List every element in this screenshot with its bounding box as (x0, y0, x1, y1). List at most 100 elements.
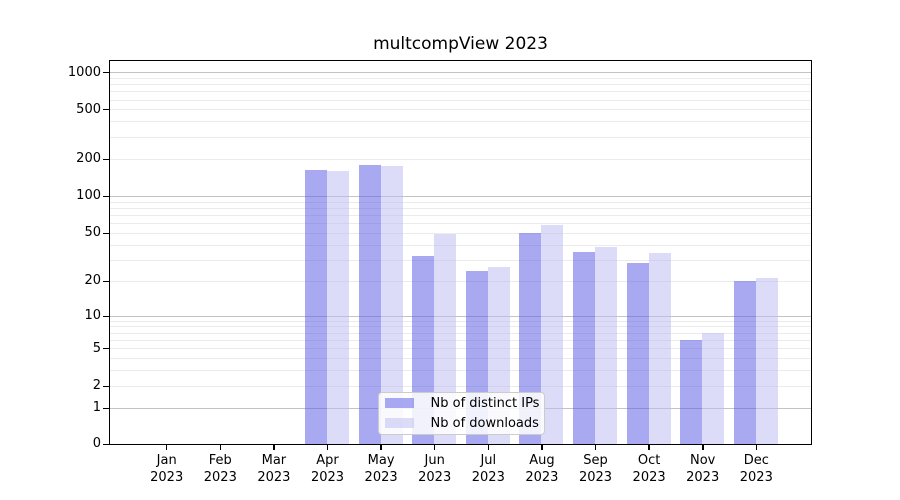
gridline-90 (109, 201, 811, 203)
y-tick-0 (103, 443, 110, 445)
y-tick-10 (103, 315, 110, 317)
x-label-year: 2023 (364, 470, 398, 485)
x-tick-feb (219, 444, 221, 450)
legend-label-downloads: Nb of downloads (430, 415, 539, 431)
x-tick-label-oct: Oct 2023 (617, 452, 681, 486)
x-label-month: Oct (637, 453, 661, 468)
chart-title: multcompView 2023 (373, 34, 548, 54)
bar-ips-sep (573, 251, 595, 444)
bar-ips-nov (680, 339, 703, 444)
x-tick-nov (702, 444, 704, 450)
x-label-year: 2023 (525, 470, 559, 485)
x-label-month: Jul (480, 453, 497, 468)
x-label-month: Apr (316, 453, 339, 468)
x-tick-label-dec: Dec 2023 (724, 452, 788, 486)
x-label-month: Jun (424, 453, 445, 468)
y-tick-label-0: 0 (92, 436, 101, 451)
y-tick-label-500: 500 (76, 101, 101, 117)
gridline-40 (109, 244, 811, 246)
y-tick-5 (103, 348, 110, 350)
x-label-year: 2023 (310, 470, 345, 485)
gridline-9 (109, 320, 811, 322)
x-tick-label-jan: Jan 2023 (135, 452, 199, 486)
gridline-500 (109, 109, 811, 111)
x-tick-label-may: May 2023 (349, 452, 413, 486)
gridline-3 (109, 370, 811, 372)
y-tick-label-10: 10 (84, 308, 101, 323)
x-tick-label-jul: Jul 2023 (456, 452, 520, 486)
gridline-5 (109, 348, 811, 350)
y-tick-20 (103, 280, 110, 282)
y-tick-label-50: 50 (84, 225, 101, 241)
x-label-year: 2023 (150, 470, 184, 485)
x-label-year: 2023 (203, 470, 237, 485)
legend-swatch-downloads-icon (384, 418, 414, 428)
plot-area: Nb of distinct IPs Nb of downloads (108, 59, 812, 445)
y-tick-label-100: 100 (76, 188, 101, 204)
gridline-4 (109, 358, 811, 359)
legend: Nb of distinct IPs Nb of downloads (377, 391, 545, 435)
y-tick-50 (103, 232, 110, 234)
x-label-month: Mar (261, 453, 287, 468)
gridline-60 (109, 223, 811, 225)
legend-item-distinct-ips: Nb of distinct IPs (384, 395, 540, 412)
y-tick-500 (103, 109, 110, 111)
bar-downloads-aug (541, 224, 564, 444)
x-tick-apr (326, 444, 329, 450)
x-tick-label-feb: Feb 2023 (188, 452, 252, 486)
x-tick-label-apr: Apr 2023 (296, 452, 360, 486)
gridline-300 (109, 136, 811, 138)
x-label-year: 2023 (257, 470, 291, 485)
x-tick-mar (273, 444, 275, 450)
bar-ips-apr (305, 170, 327, 444)
x-label-month: May (367, 453, 395, 468)
y-tick-label-200: 200 (76, 151, 101, 167)
x-tick-label-mar: Mar 2023 (242, 452, 306, 486)
x-tick-jun (433, 444, 436, 450)
y-tick-label-5: 5 (92, 340, 101, 356)
gridline-70 (109, 214, 811, 216)
y-tick-label-2: 2 (92, 378, 101, 394)
gridline-800 (109, 84, 811, 86)
gridline-2 (109, 385, 811, 387)
gridline-900 (109, 77, 811, 79)
gridline-8 (109, 326, 811, 328)
gridline-600 (109, 99, 811, 101)
y-tick-label-20: 20 (84, 273, 101, 289)
x-label-month: Nov (690, 453, 716, 468)
x-tick-jan (165, 444, 168, 450)
gridline-100 (109, 195, 811, 197)
y-tick-100 (103, 195, 110, 197)
gridline-700 (109, 91, 811, 93)
x-tick-label-sep: Sep 2023 (564, 452, 628, 486)
x-label-month: Sep (583, 453, 608, 468)
gridline-80 (109, 207, 811, 209)
x-tick-oct (648, 444, 650, 450)
x-label-month: Feb (208, 453, 232, 468)
gridline-200 (109, 158, 811, 160)
x-tick-dec (755, 444, 757, 450)
bar-downloads-may (380, 166, 403, 444)
bar-ips-dec (733, 280, 756, 444)
y-tick-label-1000: 1000 (67, 64, 101, 80)
gridline-7 (109, 332, 811, 334)
bar-downloads-sep (595, 247, 617, 444)
y-tick-1 (103, 407, 110, 409)
x-label-year: 2023 (632, 470, 666, 485)
x-tick-sep (594, 444, 597, 450)
gridline-30 (109, 259, 811, 261)
bar-ips-oct (626, 263, 649, 444)
gridline-400 (109, 121, 811, 123)
y-tick-label-1: 1 (92, 400, 101, 415)
gridline-1000 (109, 72, 811, 74)
x-label-year: 2023 (686, 470, 720, 485)
legend-label-ips: Nb of distinct IPs (430, 395, 540, 411)
x-tick-aug (541, 444, 543, 450)
x-tick-label-aug: Aug 2023 (510, 452, 574, 486)
x-label-year: 2023 (739, 470, 773, 485)
gridline-50 (109, 232, 811, 234)
bar-downloads-oct (648, 253, 671, 444)
bar-downloads-dec (755, 278, 778, 444)
bar-downloads-jun (434, 233, 457, 444)
